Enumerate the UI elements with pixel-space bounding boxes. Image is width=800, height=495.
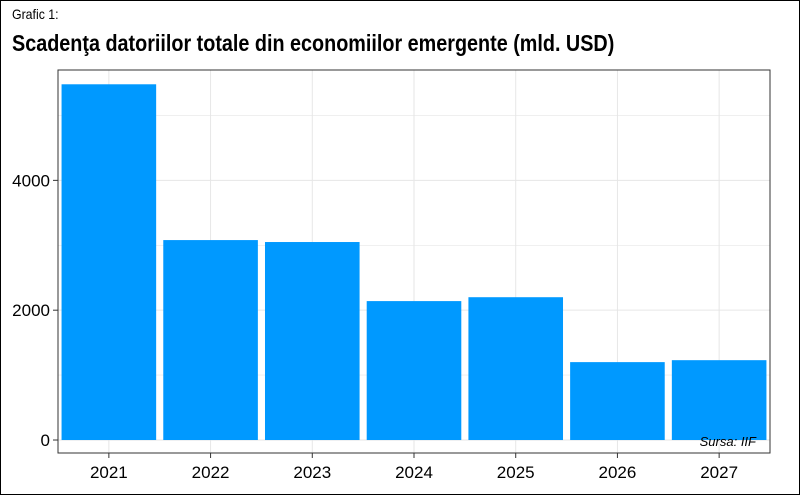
x-tick-label: 2027	[700, 463, 738, 482]
y-tick-label: 2000	[12, 301, 50, 320]
y-tick-label: 4000	[12, 171, 50, 190]
bar-2025	[468, 297, 564, 441]
chart-caption: Grafic 1:	[12, 6, 59, 22]
source-label: Sursa: IIF	[700, 434, 757, 449]
bar-2026	[570, 362, 665, 441]
bar-2023	[264, 242, 360, 441]
bar-2022	[163, 240, 258, 441]
bar-2021	[61, 84, 157, 441]
chart-title: Scadenţa datoriilor totale din economiil…	[12, 30, 615, 56]
bar-2027	[671, 360, 767, 441]
x-tick-label: 2024	[395, 463, 433, 482]
x-tick-label: 2022	[192, 463, 230, 482]
x-tick-label: 2026	[599, 463, 637, 482]
bar-2024	[366, 301, 462, 441]
y-tick-label: 0	[41, 431, 50, 450]
x-tick-label: 2023	[293, 463, 331, 482]
x-tick-label: 2025	[497, 463, 535, 482]
bars	[61, 84, 767, 441]
x-tick-label: 2021	[90, 463, 128, 482]
axes: 0 2000 4000 2021 2022 2023 2024 2025 2026 2027	[12, 171, 738, 482]
